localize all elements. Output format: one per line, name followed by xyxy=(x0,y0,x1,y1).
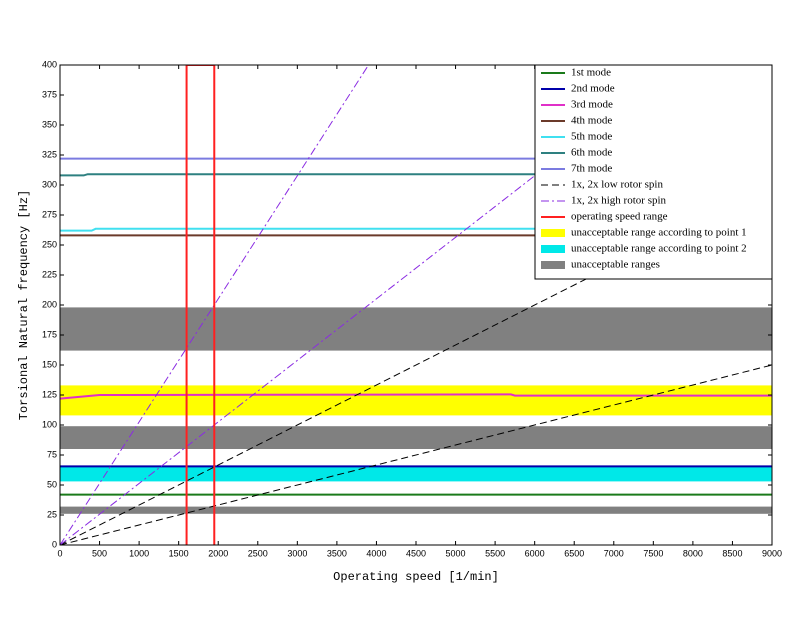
x-tick-label: 500 xyxy=(92,548,107,558)
legend-swatch xyxy=(541,245,565,253)
legend-label: 1x, 2x high rotor spin xyxy=(571,195,667,207)
band xyxy=(60,385,772,416)
x-tick-label: 8500 xyxy=(722,548,742,558)
legend-label: 4th mode xyxy=(571,115,612,127)
y-tick-label: 400 xyxy=(42,59,57,69)
series-line xyxy=(60,364,772,545)
series-line xyxy=(60,393,772,400)
legend-label: unacceptable ranges xyxy=(571,259,660,271)
y-tick-label: 325 xyxy=(42,149,57,159)
legend-swatch xyxy=(541,229,565,237)
y-tick-label: 375 xyxy=(42,89,57,99)
y-tick-label: 250 xyxy=(42,239,57,249)
band xyxy=(60,467,772,482)
y-tick-label: 275 xyxy=(42,209,57,219)
x-tick-label: 4000 xyxy=(366,548,386,558)
y-axis-label: Torsional Natural frequency [Hz] xyxy=(17,190,31,420)
y-tick-label: 0 xyxy=(52,539,57,549)
legend-label: unacceptable range according to point 1 xyxy=(571,227,747,239)
legend-label: 1x, 2x low rotor spin xyxy=(571,179,663,191)
y-tick-label: 300 xyxy=(42,179,57,189)
x-tick-label: 1500 xyxy=(169,548,189,558)
y-tick-label: 25 xyxy=(47,509,57,519)
x-tick-label: 9000 xyxy=(762,548,782,558)
y-tick-label: 175 xyxy=(42,329,57,339)
y-tick-label: 200 xyxy=(42,299,57,309)
x-tick-label: 3500 xyxy=(327,548,347,558)
band xyxy=(60,506,772,514)
x-tick-label: 8000 xyxy=(683,548,703,558)
legend-label: unacceptable range according to point 2 xyxy=(571,243,747,255)
band xyxy=(60,307,772,351)
legend-label: operating speed range xyxy=(571,211,668,223)
plot-layer xyxy=(60,65,772,545)
y-tick-label: 75 xyxy=(47,449,57,459)
x-tick-label: 0 xyxy=(57,548,62,558)
legend-box xyxy=(534,64,773,280)
x-tick-label: 5500 xyxy=(485,548,505,558)
legend-label: 1st mode xyxy=(571,67,611,79)
x-tick-label: 7500 xyxy=(643,548,663,558)
y-tick-label: 150 xyxy=(42,359,57,369)
series-line xyxy=(60,173,772,177)
y-tick-label: 100 xyxy=(42,419,57,429)
x-tick-label: 4500 xyxy=(406,548,426,558)
legend-label: 6th mode xyxy=(571,147,612,159)
y-tick-label: 50 xyxy=(47,479,57,489)
band xyxy=(60,426,772,449)
series-line xyxy=(185,65,216,545)
x-tick-label: 5000 xyxy=(446,548,466,558)
legend-label: 3rd mode xyxy=(571,99,613,111)
legend-label: 7th mode xyxy=(571,163,612,175)
series-line xyxy=(60,65,369,545)
x-axis-label: Operating speed [1/min] xyxy=(333,570,499,584)
series-line xyxy=(60,227,772,232)
x-tick-label: 6500 xyxy=(564,548,584,558)
x-tick-label: 2000 xyxy=(208,548,228,558)
legend-label: 2nd mode xyxy=(571,83,615,95)
legend-swatch xyxy=(541,261,565,269)
x-tick-label: 1000 xyxy=(129,548,149,558)
x-tick-label: 3000 xyxy=(287,548,307,558)
x-tick-label: 7000 xyxy=(604,548,624,558)
legend: 1st mode 2nd mode 3rd mode 4th mode 5th mode… xyxy=(534,64,773,280)
y-tick-label: 350 xyxy=(42,119,57,129)
y-tick-label: 225 xyxy=(42,269,57,279)
legend-label: 5th mode xyxy=(571,131,612,143)
x-tick-label: 6000 xyxy=(525,548,545,558)
x-tick-label: 2500 xyxy=(248,548,268,558)
y-tick-label: 125 xyxy=(42,389,57,399)
